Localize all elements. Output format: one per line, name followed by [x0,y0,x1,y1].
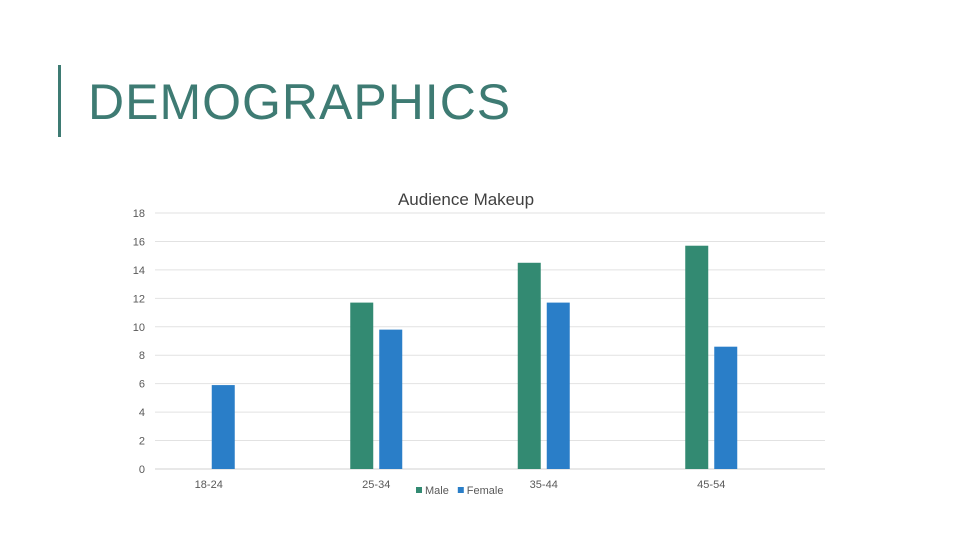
legend-swatch-male [416,487,422,493]
y-axis-ticks: 0 2 4 6 8 10 12 14 16 18 [133,208,145,476]
bar-male-45-54 [685,245,709,469]
slide-title: DEMOGRAPHICS [88,74,512,130]
y-tick-label: 2 [139,436,145,448]
bars [211,245,738,469]
y-tick-label: 16 [133,236,145,248]
legend-label-female: Female [467,485,504,497]
y-tick-label: 4 [139,407,145,419]
y-tick-label: 14 [133,265,145,277]
y-tick-label: 12 [133,293,145,305]
bar-female-45-54 [714,346,738,469]
y-tick-label: 0 [139,464,145,476]
legend: Male Female [416,485,503,497]
y-tick-label: 8 [139,350,145,362]
bar-female-35-44 [546,302,570,469]
bar-male-35-44 [517,262,541,469]
bar-male-25-34 [350,302,374,469]
x-axis-ticks: 18-24 25-34 35-44 45-54 [195,479,726,491]
legend-swatch-female [457,487,464,493]
x-tick-label: 35-44 [530,479,558,491]
y-tick-label: 10 [133,322,145,334]
bar-female-18-24 [211,385,235,469]
y-tick-label: 18 [133,208,145,220]
x-tick-label: 45-54 [697,479,725,491]
x-tick-label: 25-34 [362,479,390,491]
title-accent-bar [58,65,61,137]
bar-female-25-34 [379,329,403,469]
y-tick-label: 6 [139,379,145,391]
gridlines [155,212,825,470]
x-tick-label: 18-24 [195,479,223,491]
legend-label-male: Male [425,485,449,497]
chart-title: Audience Makeup [398,190,534,209]
